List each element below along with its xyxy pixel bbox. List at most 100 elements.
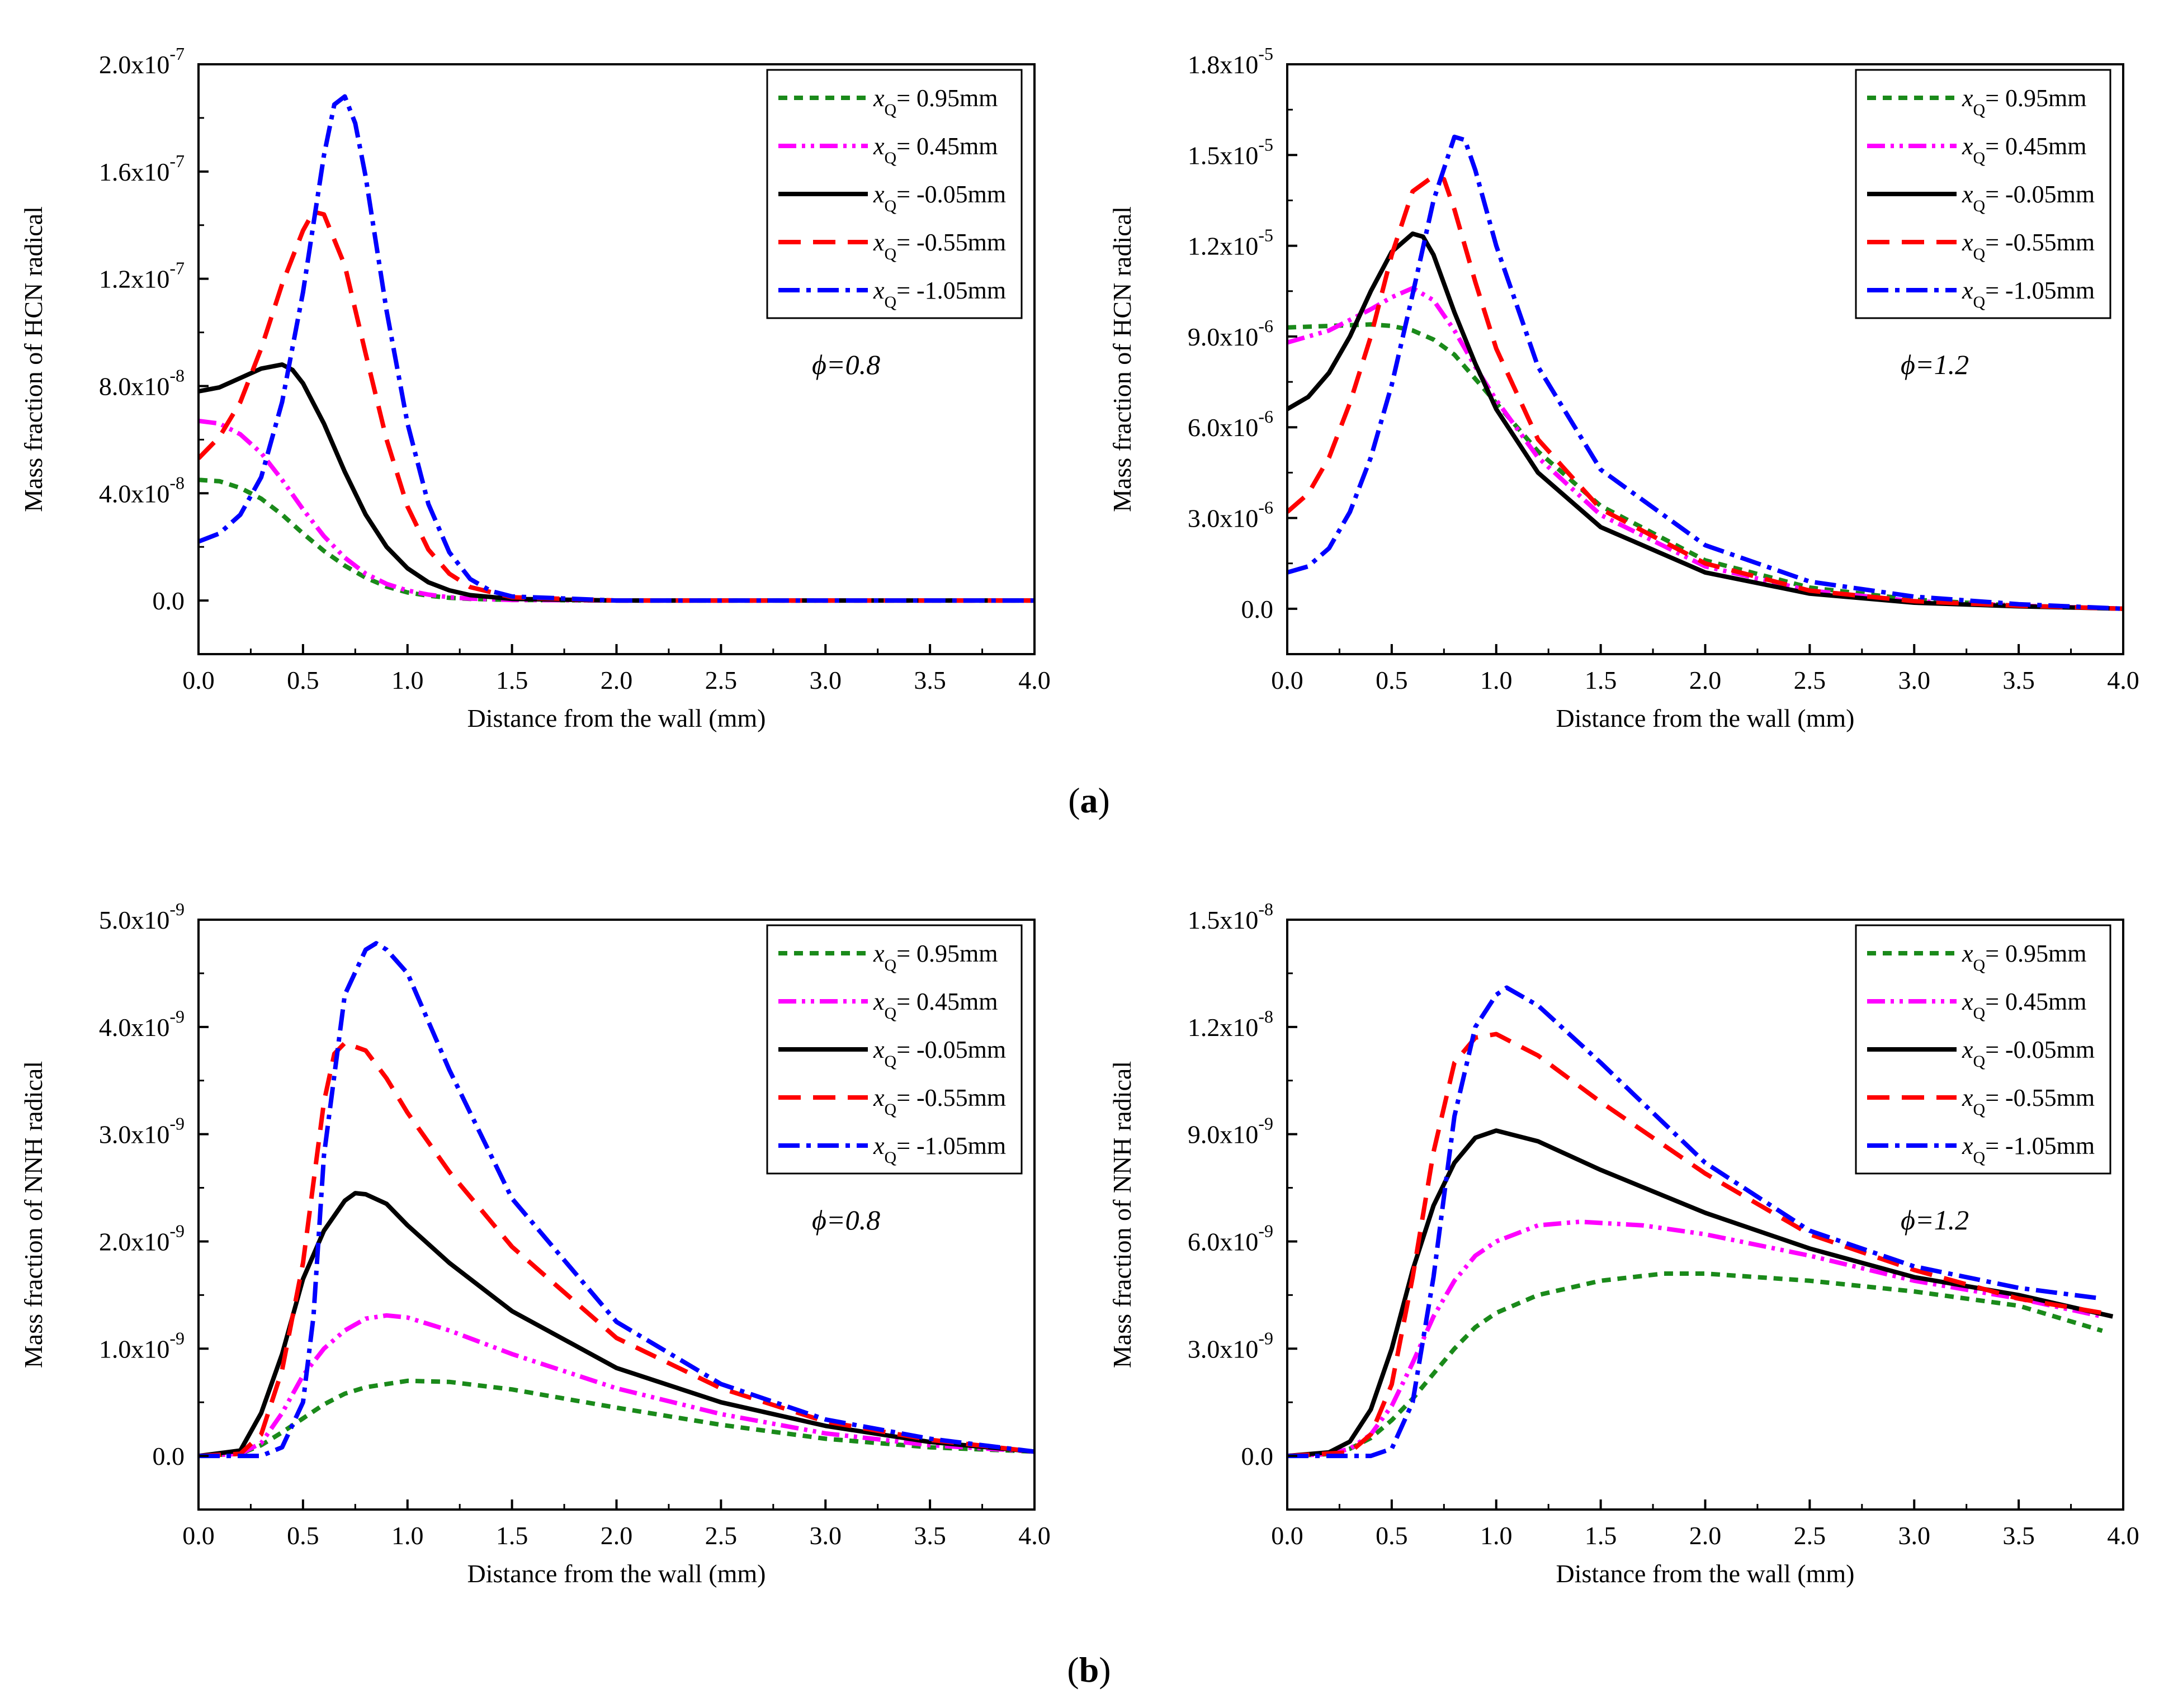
series-line-s055 [199,209,1034,603]
series-line-s055 [1287,174,2123,611]
x-tick-label: 2.5 [1794,1521,1826,1550]
series-line-s005 [199,1191,1034,1459]
chart-nnh-phi-0-8: 0.0 0.5 1.0 1.5 2.0 2.5 3.0 3.5 4.0 0.0 1.0x10-9 2.… [0,855,1089,1633]
y-tick-label: 9.0x10-6 [1188,316,1273,351]
series-line-s005 [199,362,1034,603]
chart-svg: 0.0 0.5 1.0 1.5 2.0 2.5 3.0 3.5 4.0 0.0 1.0x10-9 2.… [19,899,1051,1588]
y-tick-label: 5.0x10-9 [99,899,185,934]
x-tick-label: 2.0 [601,1521,633,1550]
x-tick-label: 3.5 [2002,1521,2035,1550]
chart-nnh-phi-1-2: 0.0 0.5 1.0 1.5 2.0 2.5 3.0 3.5 4.0 0.0 3.0x10-9 6.… [1089,855,2177,1633]
legend-label: xQ= 0.45mm [873,988,998,1023]
legend-label: xQ= 0.95mm [873,940,998,974]
x-tick-label: 1.0 [391,666,424,694]
x-tick-label: 0.0 [182,1521,215,1550]
x-tick-label: 0.0 [182,666,215,694]
y-axis-label: Mass fraction of NNH radical [1108,1061,1136,1368]
chart-hcn-phi-1-2: 0.0 0.5 1.0 1.5 2.0 2.5 3.0 3.5 4.0 0.0 3.0x10-6 6.… [1089,0,2177,777]
y-tick-label: 9.0x10-9 [1188,1114,1273,1149]
phi-annotation: ϕ=0.8 [812,349,880,380]
x-tick-label: 2.5 [705,666,738,694]
legend-label: xQ= -1.05mm [1962,277,2095,311]
x-tick-label: 4.0 [2107,666,2139,694]
x-tick-label: 0.5 [1376,1521,1408,1550]
y-tick-label: 6.0x10-6 [1188,406,1273,442]
y-tick-label: 0.0 [1241,595,1274,623]
series-line-s105 [1287,134,2123,611]
x-axis-label: Distance from the wall (mm) [1556,704,1855,732]
x-tick-label: 2.0 [1689,666,1722,694]
series-line-s005 [1287,231,2123,611]
legend-label: xQ= -0.55mm [873,1084,1006,1119]
x-tick-label: 1.5 [1585,1521,1617,1550]
x-tick-label: 4.0 [2107,1521,2139,1550]
y-tick-label: 0.0 [1241,1442,1274,1470]
x-tick-label: 4.0 [1018,1521,1051,1550]
y-tick-label: 1.2x10-5 [1188,225,1273,261]
series-line-s045 [1287,1219,2103,1459]
legend-label: xQ= 0.95mm [1962,940,2086,974]
x-tick-label: 2.5 [705,1521,738,1550]
legend-label: xQ= 0.45mm [873,133,998,167]
x-tick-label: 0.0 [1271,1521,1303,1550]
series-line-s095 [199,477,1034,603]
caption-b: (b) [1067,1650,1111,1690]
y-axis-label: Mass fraction of HCN radical [19,206,48,512]
x-tick-label: 1.0 [391,1521,424,1550]
y-tick-label: 3.0x10-9 [99,1114,185,1149]
x-tick-label: 1.0 [1480,1521,1513,1550]
x-tick-label: 3.0 [1898,1521,1931,1550]
y-tick-label: 4.0x10-8 [99,472,185,508]
series-line-s045 [199,418,1034,603]
legend-label: xQ= -0.55mm [1962,1084,2095,1119]
legend-label: xQ= 0.45mm [1962,133,2086,167]
x-tick-label: 3.5 [914,1521,946,1550]
y-axis-label: Mass fraction of NNH radical [19,1061,48,1368]
chart-svg: 0.0 0.5 1.0 1.5 2.0 2.5 3.0 3.5 4.0 0.0 3.0x10-6 6.… [1108,44,2139,732]
phi-annotation: ϕ=1.2 [1901,1204,1969,1236]
y-tick-label: 1.5x10-5 [1188,134,1273,169]
y-tick-label: 1.6x10-7 [99,151,185,186]
chart-svg: 0.0 0.5 1.0 1.5 2.0 2.5 3.0 3.5 4.0 0.0 4.0x10-8 8.… [19,44,1051,732]
x-tick-label: 2.0 [1689,1521,1722,1550]
legend-label: xQ= -0.55mm [873,229,1006,263]
series-line-s105 [1287,985,2103,1459]
y-tick-label: 0.0 [153,1442,185,1470]
x-tick-label: 3.5 [914,666,946,694]
y-tick-label: 4.0x10-9 [99,1006,185,1042]
phi-annotation: ϕ=0.8 [812,1204,880,1236]
series-line-s095 [199,1378,1034,1459]
x-tick-label: 0.5 [287,1521,319,1550]
series-line-s045 [199,1313,1034,1459]
y-tick-label: 1.2x10-7 [99,258,185,294]
x-axis-label: Distance from the wall (mm) [467,1559,766,1588]
legend-label: xQ= -1.05mm [873,277,1006,311]
x-tick-label: 1.5 [496,666,528,694]
y-axis-label: Mass fraction of HCN radical [1108,206,1136,512]
x-tick-label: 0.0 [1271,666,1303,694]
y-tick-label: 1.8x10-5 [1188,44,1273,79]
series-line-s055 [199,1040,1034,1459]
legend-label: xQ= -0.05mm [1962,181,2095,215]
x-tick-label: 2.5 [1794,666,1826,694]
x-tick-label: 1.5 [496,1521,528,1550]
x-axis-label: Distance from the wall (mm) [1556,1559,1855,1588]
y-tick-label: 6.0x10-9 [1188,1220,1273,1256]
y-tick-label: 8.0x10-8 [99,365,185,400]
y-tick-label: 1.5x10-8 [1188,899,1273,934]
series-line-s105 [199,941,1034,1459]
x-tick-label: 3.0 [810,1521,842,1550]
x-tick-label: 3.0 [810,666,842,694]
y-tick-label: 2.0x10-7 [99,44,185,79]
legend-label: xQ= -1.05mm [873,1132,1006,1167]
x-tick-label: 3.0 [1898,666,1931,694]
x-tick-label: 0.5 [1376,666,1408,694]
y-tick-label: 2.0x10-9 [99,1220,185,1256]
y-tick-label: 3.0x10-6 [1188,498,1273,533]
legend-label: xQ= -0.05mm [873,1036,1006,1071]
y-tick-label: 1.0x10-9 [99,1328,185,1363]
y-tick-label: 1.2x10-8 [1188,1006,1273,1042]
legend-label: xQ= 0.95mm [873,84,998,119]
x-tick-label: 3.5 [2002,666,2035,694]
